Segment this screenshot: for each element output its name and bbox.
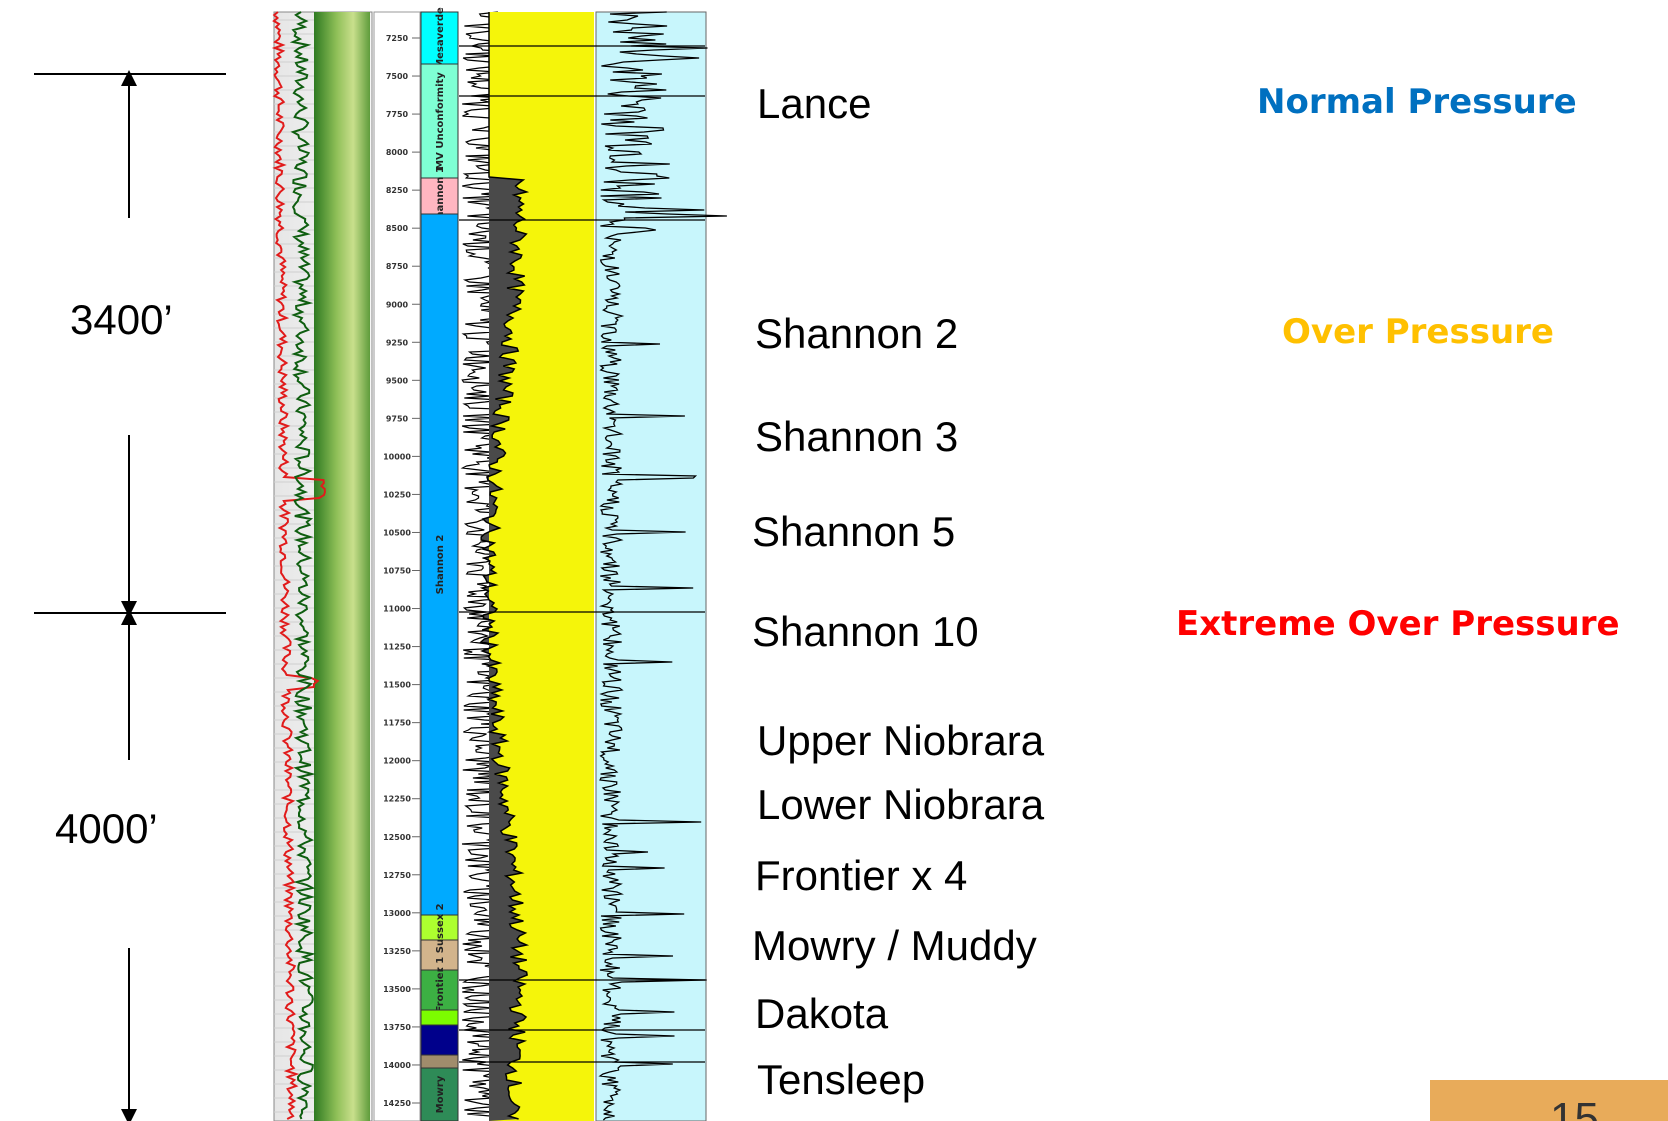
zone-block: [420, 1024, 459, 1056]
zone-label: Shannon 1: [435, 166, 446, 226]
zone-label: Mowry: [435, 1075, 446, 1113]
depth-tick-label: 8250: [386, 186, 409, 195]
page-number: 15: [1550, 1094, 1599, 1121]
depth-tick-label: 9250: [386, 338, 409, 347]
dimension-label-3400: 3400’: [70, 296, 173, 343]
red-log-curve: [271, 11, 326, 1120]
depth-tick-label: 7250: [386, 34, 409, 43]
depth-tick-label: 13750: [383, 1023, 411, 1032]
depth-tick-label: 14250: [383, 1099, 411, 1108]
depth-tick-label: 10750: [383, 567, 411, 576]
zone-label: Mesaverde: [435, 7, 446, 69]
pressure-label-extreme: Extreme Over Pressure: [1176, 604, 1620, 644]
zone-block: [420, 939, 459, 971]
formation-label-dakota: Dakota: [755, 990, 889, 1037]
zone-block: [420, 11, 459, 65]
page-number-box: 15: [1430, 1080, 1668, 1121]
depth-tick-label: 13500: [383, 985, 411, 994]
depth-tick-label: 10000: [383, 452, 411, 461]
formation-label-shannon-3: Shannon 3: [755, 413, 959, 460]
formation-label-lower-niobrara: Lower Niobrara: [757, 781, 1045, 828]
depth-tick-label: 8000: [386, 148, 409, 157]
depth-tick-label: 11250: [383, 643, 411, 652]
wiggle-curve-a: [460, 11, 527, 1121]
pressure-label-over: Over Pressure: [1282, 312, 1554, 352]
depth-tick-label: 11750: [383, 719, 411, 728]
depth-tick-label: 13000: [383, 909, 411, 918]
formation-label-shannon-2: Shannon 2: [755, 310, 959, 357]
zone-block: [420, 1009, 459, 1026]
formation-label-frontier: Frontier x 4: [755, 852, 968, 899]
zone-label: MV Unconformity: [435, 72, 446, 170]
green-log-curve: [289, 11, 316, 1120]
depth-tick-label: 7750: [386, 110, 409, 119]
depth-tick-label: 8750: [386, 262, 409, 271]
depth-tick-label: 14000: [383, 1061, 411, 1070]
zone-label: Sussex 1 Sussex 2: [435, 903, 446, 1006]
formation-label-shannon-5: Shannon 5: [752, 508, 956, 555]
depth-tick-label: 11000: [383, 605, 411, 614]
pressure-label-normal: Normal Pressure: [1257, 82, 1577, 122]
depth-tick-label: 7500: [386, 72, 409, 81]
zone-block: [420, 213, 459, 916]
dimension-arrows: [34, 70, 226, 1121]
depth-tick-label: 12250: [383, 795, 411, 804]
formation-label-lance: Lance: [757, 80, 872, 127]
depth-tick-label: 9000: [386, 300, 409, 309]
zone-block: [420, 969, 459, 1011]
depth-tick-label: 9750: [386, 414, 409, 423]
formation-label-mowry-muddy: Mowry / Muddy: [752, 922, 1037, 969]
depth-tick-label: 13250: [383, 947, 411, 956]
green-lithology-band: [314, 12, 370, 1121]
zone-block: [420, 914, 459, 941]
formation-label-shannon-10: Shannon 10: [752, 608, 979, 655]
depth-track: [373, 11, 421, 1121]
formation-label-tensleep: Tensleep: [757, 1056, 926, 1103]
zone-label: Frontier: [435, 967, 446, 1012]
spike-log-curve: [598, 11, 727, 1121]
zone-block: [420, 177, 459, 215]
depth-tick-label: 10250: [383, 490, 411, 499]
depth-tick-label: 8500: [386, 224, 409, 233]
depth-tick-label: 12750: [383, 871, 411, 880]
grey-shaded-fill: [481, 12, 528, 1121]
depth-tick-label: 12500: [383, 833, 411, 842]
zone-label: Shannon 2: [435, 535, 446, 595]
formation-label-upper-niobrara: Upper Niobrara: [757, 717, 1045, 764]
zone-block: [420, 63, 459, 179]
depth-tick-label: 12000: [383, 757, 411, 766]
dimension-label-4000: 4000’: [55, 805, 158, 852]
depth-tick-label: 11500: [383, 681, 411, 690]
depth-tick-label: 10500: [383, 528, 411, 537]
zone-block: [420, 1067, 459, 1121]
zone-block: [420, 1054, 459, 1069]
depth-tick-label: 9500: [386, 376, 409, 385]
